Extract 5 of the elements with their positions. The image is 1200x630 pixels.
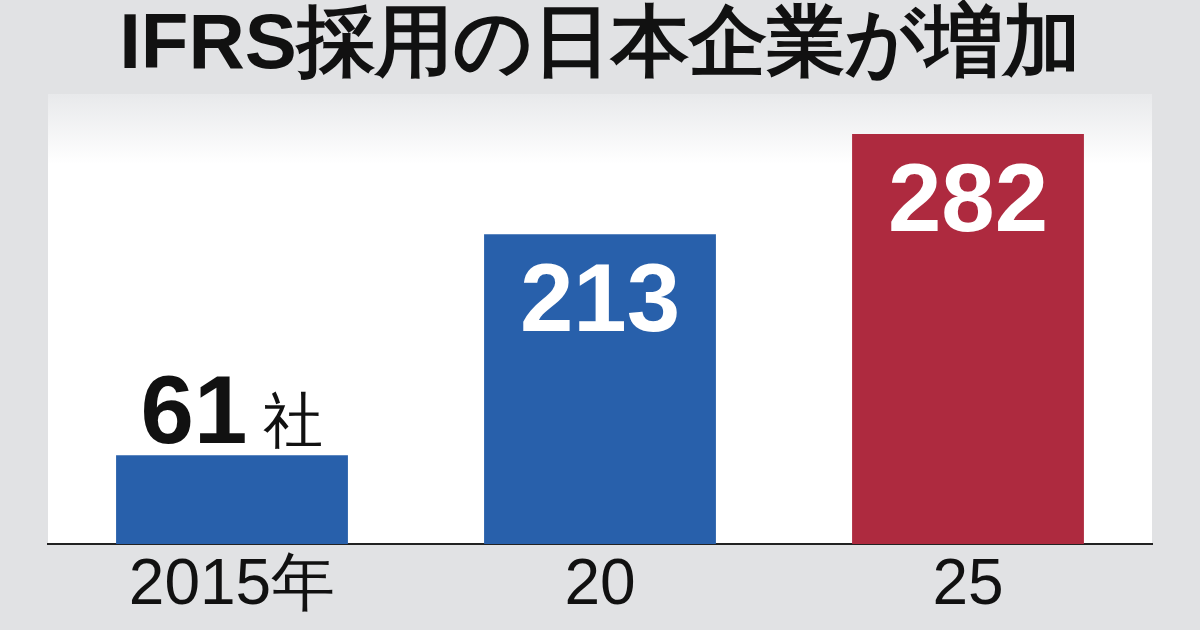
- data-label: 213: [519, 244, 681, 352]
- x-tick-label: 20: [564, 545, 636, 618]
- x-tick-label: 25: [932, 545, 1004, 618]
- x-tick-label: 2015年: [128, 545, 336, 618]
- data-label: 282: [887, 143, 1049, 251]
